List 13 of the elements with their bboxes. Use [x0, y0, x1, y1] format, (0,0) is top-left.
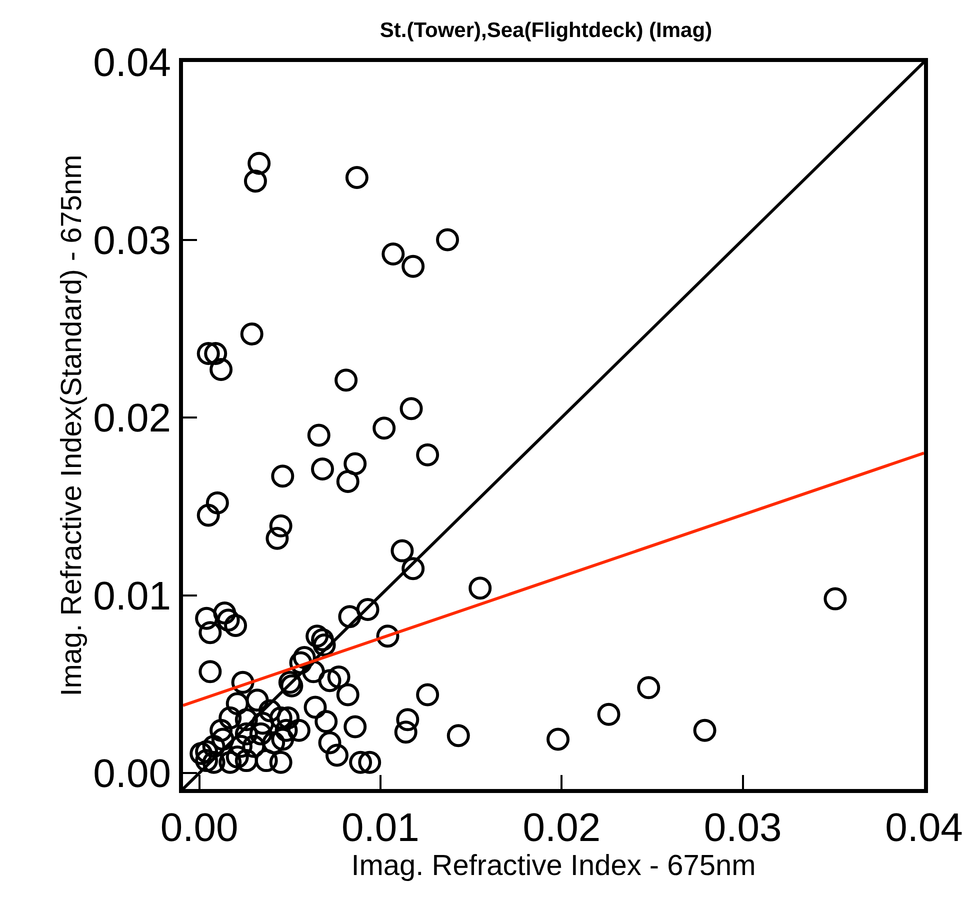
- y-tick-label: 0.00: [93, 752, 171, 796]
- y-axis-title: Imag. Refractive Index(Standard) - 675nm: [56, 154, 88, 696]
- y-tick-label: 0.01: [93, 574, 171, 618]
- y-tick-label: 0.04: [93, 41, 171, 85]
- y-tick-label: 0.02: [93, 396, 171, 440]
- x-axis-title: Imag. Refractive Index - 675nm: [351, 850, 756, 882]
- x-tick-label: 0.03: [704, 806, 782, 850]
- x-tick-label: 0.02: [522, 806, 601, 850]
- chart-title: St.(Tower),Sea(Flightdeck) (Imag): [380, 19, 712, 42]
- x-tick-label: 0.00: [160, 806, 238, 850]
- y-tick-label: 0.03: [93, 218, 171, 263]
- x-tick-label: 0.01: [342, 806, 420, 850]
- x-tick-label: 0.04: [885, 806, 963, 850]
